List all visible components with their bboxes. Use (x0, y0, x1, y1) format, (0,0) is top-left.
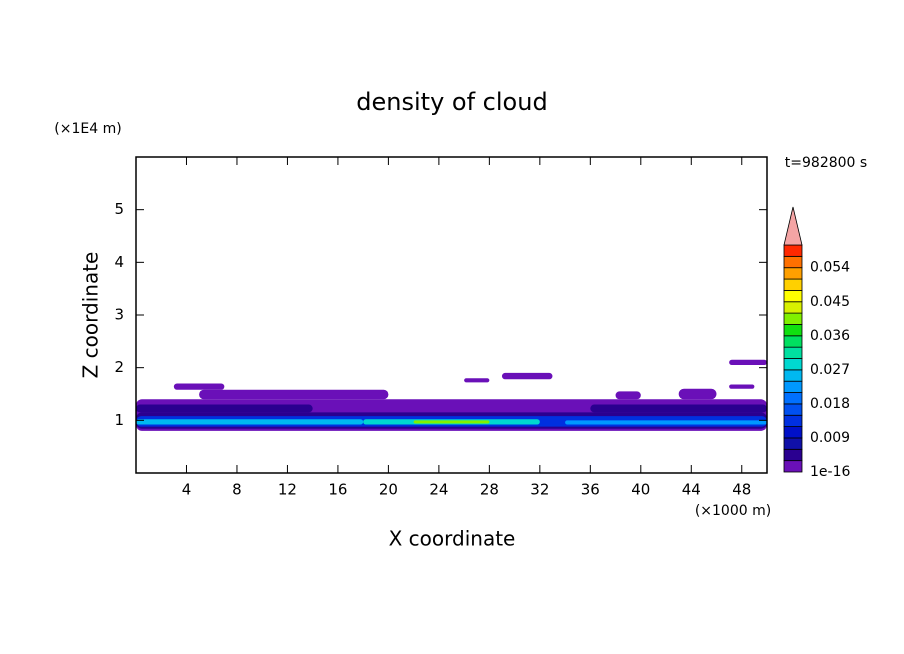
contour-region (136, 404, 313, 413)
chart-title: density of cloud (356, 88, 547, 116)
colorbar-box (783, 278, 803, 291)
x-tick-label: 4 (182, 481, 192, 499)
y-tick-label: 3 (114, 306, 124, 324)
x-unit: (×1000 m) (695, 503, 771, 519)
colorbar-label: 0.036 (810, 328, 850, 344)
colorbar-box (783, 369, 803, 382)
x-tick-label: 48 (732, 481, 751, 499)
colorbar-box (783, 392, 803, 405)
contour-region (590, 404, 767, 413)
colorbar-label: 0.054 (810, 260, 850, 276)
x-tick-label: 44 (682, 481, 701, 499)
x-tick-label: 8 (232, 481, 242, 499)
x-tick-label: 20 (379, 481, 398, 499)
colorbar-box (783, 346, 803, 359)
colorbar-label: 1e-16 (810, 464, 850, 480)
y-tick-label: 2 (114, 358, 124, 376)
colorbar-label: 0.045 (810, 294, 850, 310)
x-tick-label: 28 (480, 481, 499, 499)
y-axis-label: Z coordinate (79, 252, 103, 379)
contour-region (173, 383, 225, 390)
contour-region (678, 388, 717, 400)
colorbar-box (783, 244, 803, 257)
contour-region (413, 420, 490, 424)
x-tick-label: 24 (429, 481, 448, 499)
colorbar-extension (783, 206, 803, 246)
colorbar-box (783, 358, 803, 371)
time-annotation: t=982800 s (785, 155, 867, 171)
contour-region (729, 359, 767, 366)
colorbar-box (783, 380, 803, 393)
y-tick-label: 4 (114, 253, 124, 271)
colorbar-label: 0.009 (810, 430, 850, 446)
x-tick-label: 32 (530, 481, 549, 499)
colorbar-box (783, 414, 803, 428)
colorbar-box (783, 460, 803, 473)
colorbar-label: 0.027 (810, 362, 850, 378)
colorbar-box (783, 267, 803, 280)
contour-region (136, 419, 364, 425)
y-tick-label: 1 (114, 411, 124, 429)
colorbar-box (783, 255, 803, 269)
x-tick-label: 40 (631, 481, 650, 499)
contour-region (501, 372, 553, 380)
x-tick-label: 12 (278, 481, 297, 499)
contour-region (464, 378, 490, 383)
colorbar-box (783, 301, 803, 314)
x-tick-label: 36 (581, 481, 600, 499)
contour-region (615, 391, 641, 400)
contour-region (565, 420, 767, 425)
colorbar-box (783, 312, 803, 325)
colorbar-box (783, 426, 803, 439)
y-unit: (×1E4 m) (54, 121, 121, 137)
colorbar-box (783, 289, 803, 303)
contour-region (729, 384, 755, 389)
colorbar-box (783, 335, 803, 348)
y-tick-label: 5 (114, 200, 124, 218)
x-axis-label: X coordinate (389, 527, 516, 551)
colorbar-box (783, 437, 803, 450)
colorbar-box (783, 448, 803, 462)
contour-region (199, 389, 389, 400)
x-tick-label: 16 (328, 481, 347, 499)
colorbar-box (783, 324, 803, 337)
colorbar-box (783, 403, 803, 416)
colorbar-label: 0.018 (810, 396, 850, 412)
